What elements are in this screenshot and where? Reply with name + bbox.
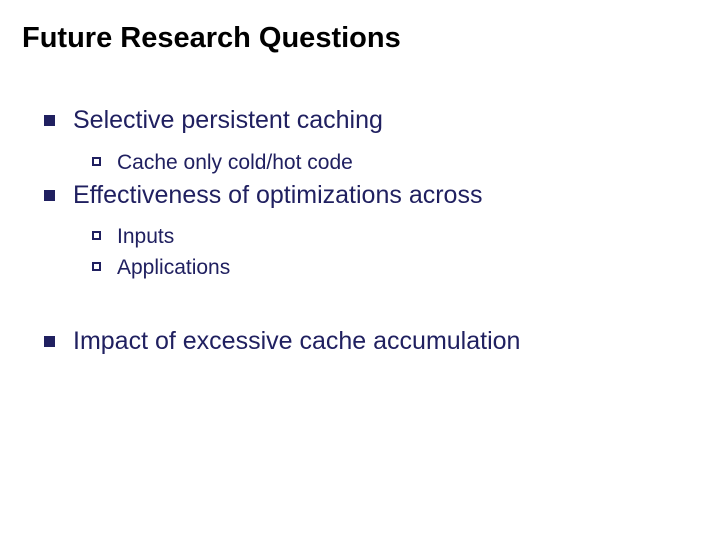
bullet-level2: Cache only cold/hot code <box>92 149 692 176</box>
bullet-level1: Effectiveness of optimizations across <box>44 180 692 211</box>
hollow-square-icon <box>92 157 101 166</box>
bullet-level2: Inputs <box>92 223 692 250</box>
square-icon <box>44 190 55 201</box>
slide-title: Future Research Questions <box>22 22 692 55</box>
bullet-level2: Applications <box>92 254 692 281</box>
slide: Future Research Questions Selective pers… <box>0 0 720 540</box>
hollow-square-icon <box>92 231 101 240</box>
bullet-text: Selective persistent caching <box>73 105 383 136</box>
sub-bullet-group: Cache only cold/hot code <box>92 149 692 176</box>
square-icon <box>44 336 55 347</box>
bullet-text: Inputs <box>117 223 174 250</box>
hollow-square-icon <box>92 262 101 271</box>
bullet-text: Effectiveness of optimizations across <box>73 180 482 211</box>
sub-bullet-group: Inputs Applications <box>92 223 692 282</box>
bullet-text: Applications <box>117 254 230 281</box>
bullet-text: Impact of excessive cache accumulation <box>73 326 520 357</box>
bullet-text: Cache only cold/hot code <box>117 149 353 176</box>
square-icon <box>44 115 55 126</box>
bullet-level1: Impact of excessive cache accumulation <box>44 326 692 357</box>
bullet-level1: Selective persistent caching <box>44 105 692 136</box>
